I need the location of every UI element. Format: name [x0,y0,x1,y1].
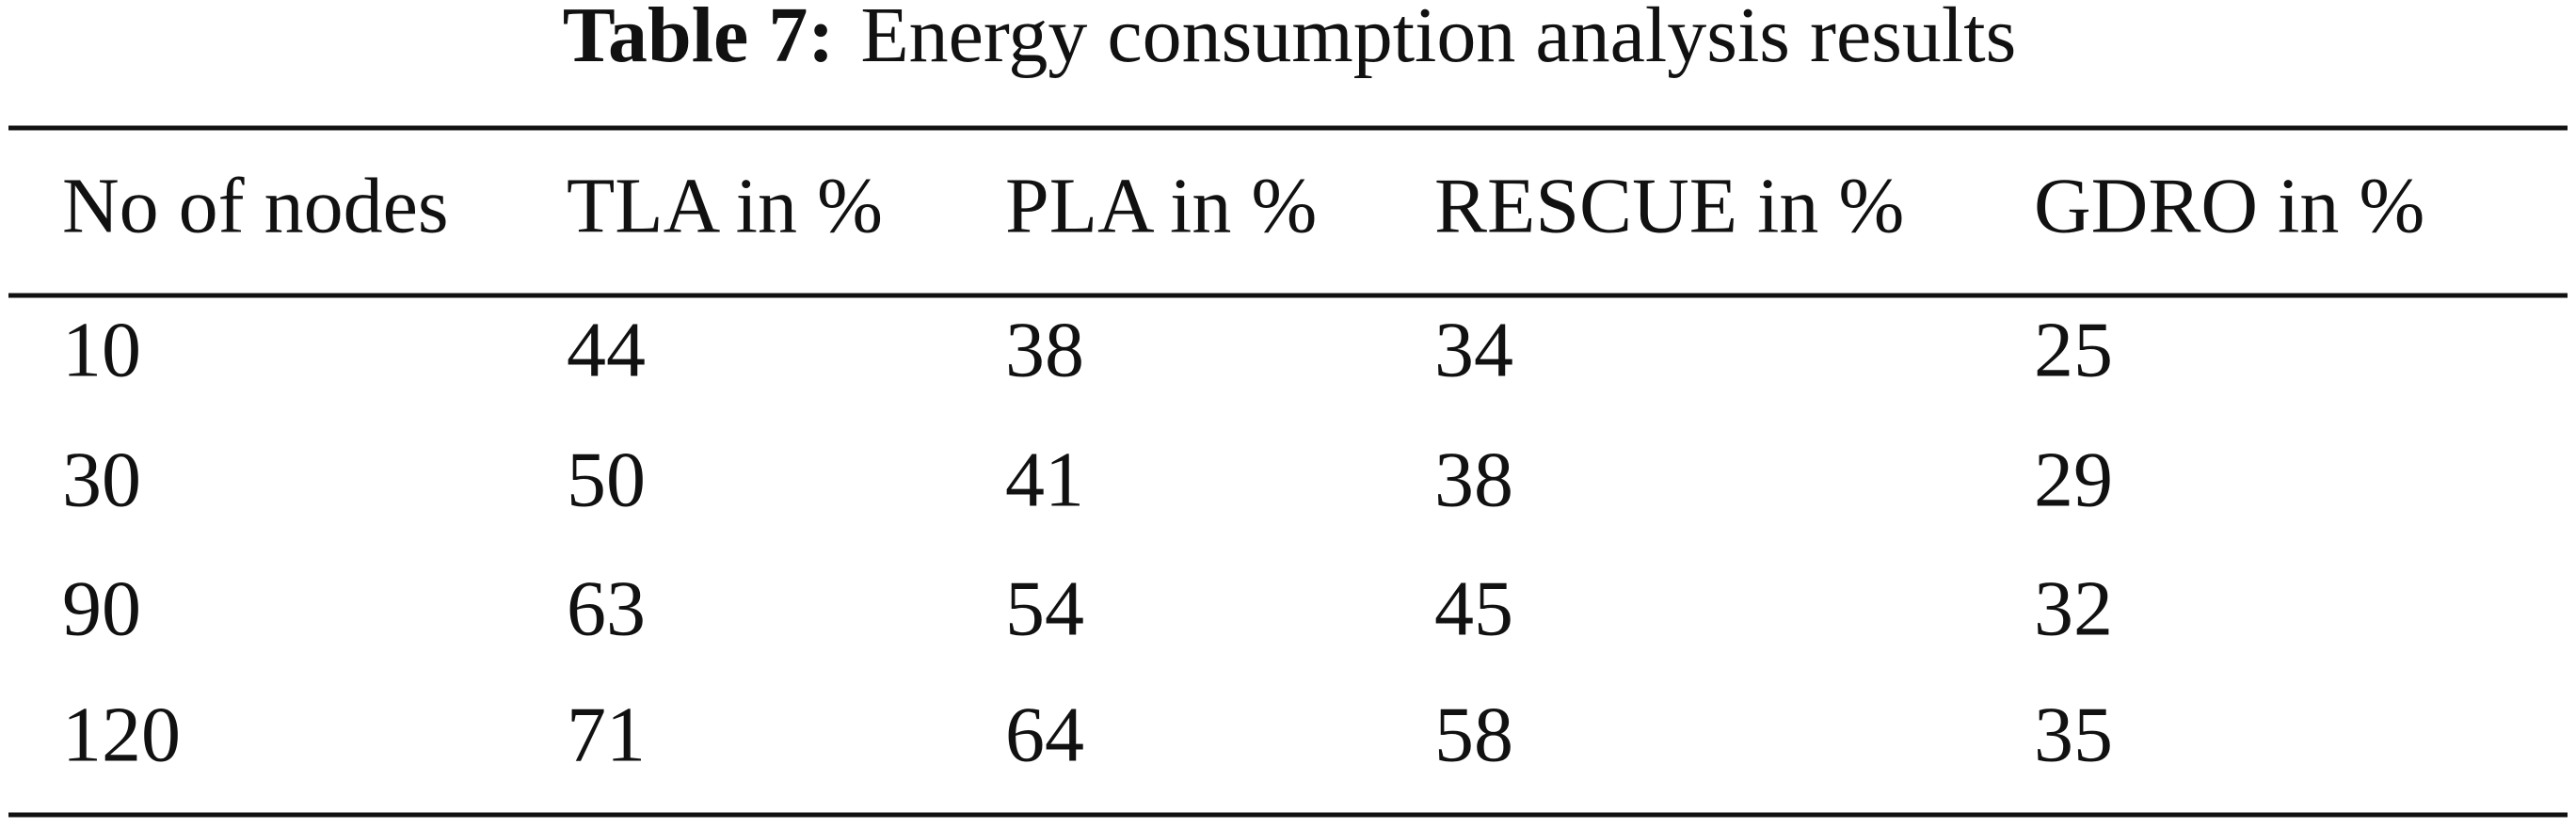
caption: Table 7: Energy consumption analysis resu… [563,0,2017,79]
caption-label: Table 7: [563,0,835,79]
table-cell: 90 [62,565,141,652]
table-cell: 25 [2034,306,2113,393]
header-cell: PLA in % [1005,162,1317,249]
table-cell: 120 [62,691,181,778]
table-cell: 71 [567,691,646,778]
header-cell: No of nodes [62,162,449,249]
table-cell: 44 [567,306,646,393]
table-cell: 35 [2034,691,2113,778]
header-cell: GDRO in % [2034,162,2424,249]
table-cell: 32 [2034,565,2113,652]
table-cell: 10 [62,306,141,393]
caption-text: Energy consumption analysis results [860,0,2016,79]
table-cell: 64 [1005,691,1084,778]
table-cell: 63 [567,565,646,652]
table-cell: 58 [1434,691,1513,778]
table-cell: 41 [1005,436,1084,523]
table-cell: 30 [62,436,141,523]
header-cell: TLA in % [567,162,883,249]
table-cell: 29 [2034,436,2113,523]
header-cell: RESCUE in % [1434,162,1904,249]
table-cell: 50 [567,436,646,523]
table-cell: 38 [1434,436,1513,523]
table-cell: 54 [1005,565,1084,652]
table-cell: 34 [1434,306,1513,393]
table-cell: 45 [1434,565,1513,652]
table-cell: 38 [1005,306,1084,393]
